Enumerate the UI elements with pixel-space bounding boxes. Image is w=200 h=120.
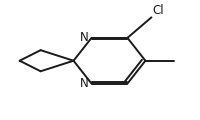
- Text: Cl: Cl: [152, 4, 163, 17]
- Text: N: N: [79, 77, 88, 90]
- Text: N: N: [79, 31, 88, 44]
